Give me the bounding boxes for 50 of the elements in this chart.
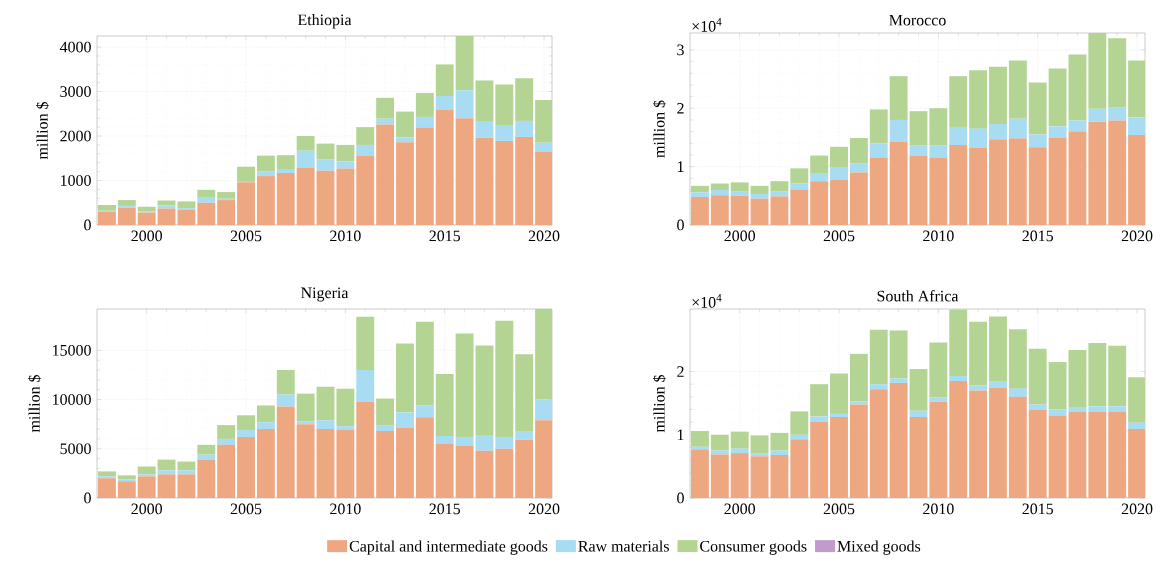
text: ×10$^{4}$ [692, 18, 722, 32]
legend-label: Raw materials [578, 540, 669, 552]
y-tick-label: 4000 [59, 41, 91, 53]
legend-label: Capital and intermediate goods [349, 540, 548, 555]
x-tick-label: 2020 [528, 230, 560, 242]
y-axis-title: million $ [652, 100, 666, 158]
y-tick-label: 0 [84, 219, 91, 231]
y-tick-label: 0 [84, 492, 91, 504]
x-tick-label: 2010 [330, 503, 361, 515]
x-tick-label: 2015 [429, 230, 461, 242]
legend-label: Consumer goods [700, 540, 807, 555]
text: ×10$^{4}$ [692, 294, 722, 308]
chart-title: Ethiopia [297, 14, 352, 29]
x-tick-label: 2020 [528, 503, 560, 515]
legend-label: Mixed goods [837, 540, 921, 555]
x-tick-label: 2005 [823, 230, 855, 242]
x-tick-label: 2005 [823, 503, 855, 515]
x-tick-label: 2000 [724, 230, 756, 242]
x-tick-label: 2020 [1121, 230, 1153, 242]
x-tick-label: 2015 [1022, 230, 1054, 242]
y-tick-label: 2000 [60, 130, 91, 142]
y-tick-label: 1 [677, 161, 684, 172]
y-axis-title: million $ [36, 101, 49, 160]
y-axis-title: million $ [28, 374, 41, 433]
y-tick-label: 2 [677, 103, 684, 114]
y-axis-title: million $ [652, 374, 666, 433]
y-tick-label: 10000 [53, 394, 91, 405]
chart-title: Nigeria [301, 287, 349, 302]
x-tick-label: 2000 [131, 503, 163, 515]
y-tick-label: 2 [677, 366, 684, 377]
x-tick-label: 2010 [923, 503, 954, 515]
x-tick-label: 2005 [230, 503, 262, 515]
x-tick-label: 2010 [330, 230, 361, 242]
y-tick-label: 3 [677, 44, 684, 56]
x-tick-label: 2015 [1022, 503, 1054, 515]
x-tick-label: 2020 [1121, 503, 1153, 515]
x-tick-label: 2005 [230, 230, 262, 242]
x-tick-label: 2000 [131, 230, 163, 242]
chart-title: Morocco [889, 14, 946, 26]
x-tick-label: 2015 [429, 503, 461, 515]
y-tick-label: 1000 [61, 175, 91, 186]
y-tick-label: 5000 [60, 443, 91, 455]
y-tick-label: 1 [677, 429, 684, 441]
y-tick-label: 15000 [53, 344, 91, 356]
x-tick-label: 2010 [923, 230, 954, 242]
y-tick-label: 0 [677, 219, 684, 231]
x-tick-label: 2000 [724, 503, 756, 515]
chart-title: South Africa [877, 290, 959, 302]
y-tick-label: 3000 [60, 86, 91, 97]
y-tick-label: 0 [677, 492, 684, 504]
